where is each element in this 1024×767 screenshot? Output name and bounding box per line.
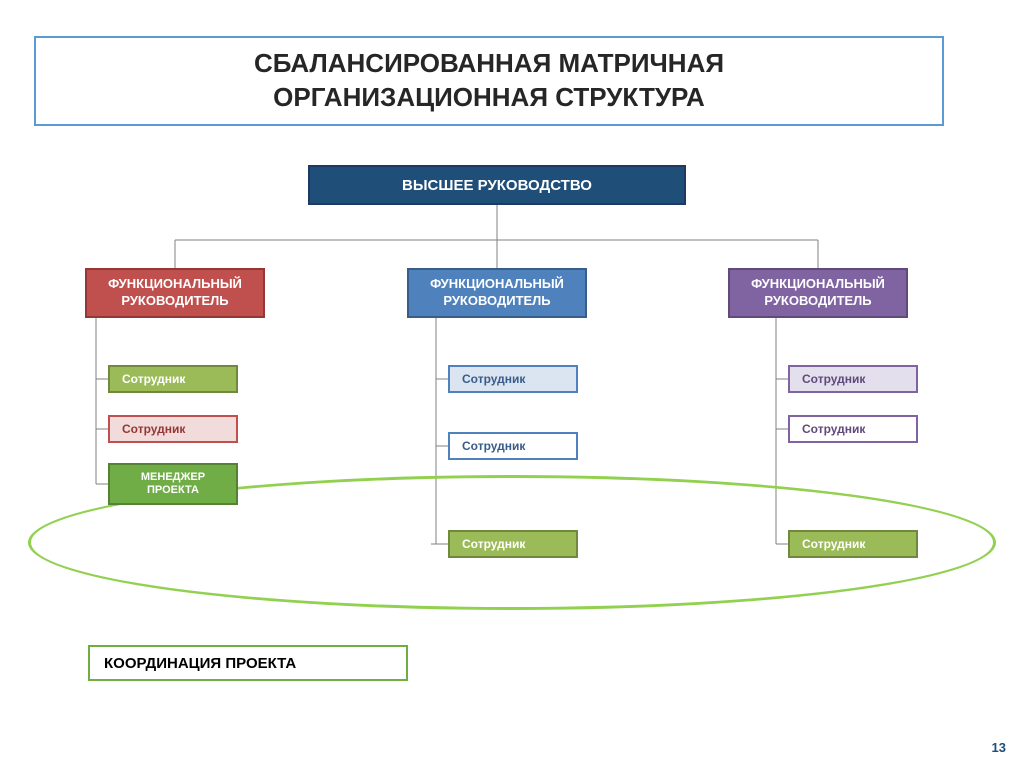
func-mgr-3-l1: ФУНКЦИОНАЛЬНЫЙ <box>751 276 885 291</box>
emp-2-3: Сотрудник <box>448 530 578 558</box>
title-line1: СБАЛАНСИРОВАННАЯ МАТРИЧНАЯ <box>254 48 724 78</box>
coordination-label: КООРДИНАЦИЯ ПРОЕКТА <box>104 655 296 672</box>
emp-3-2: Сотрудник <box>788 415 918 443</box>
title-box: СБАЛАНСИРОВАННАЯ МАТРИЧНАЯ ОРГАНИЗАЦИОНН… <box>34 36 944 126</box>
func-mgr-2-l2: РУКОВОДИТЕЛЬ <box>443 293 550 308</box>
func-mgr-3-l2: РУКОВОДИТЕЛЬ <box>764 293 871 308</box>
func-mgr-1-l2: РУКОВОДИТЕЛЬ <box>121 293 228 308</box>
proj-mgr-l2: ПРОЕКТА <box>147 484 199 496</box>
func-mgr-2-l1: ФУНКЦИОНАЛЬНЫЙ <box>430 276 564 291</box>
emp-3-1-label: Сотрудник <box>802 372 865 386</box>
func-mgr-3: ФУНКЦИОНАЛЬНЫЙ РУКОВОДИТЕЛЬ <box>728 268 908 318</box>
func-mgr-1: ФУНКЦИОНАЛЬНЫЙ РУКОВОДИТЕЛЬ <box>85 268 265 318</box>
emp-1-1: Сотрудник <box>108 365 238 393</box>
title-text: СБАЛАНСИРОВАННАЯ МАТРИЧНАЯ ОРГАНИЗАЦИОНН… <box>254 47 724 115</box>
emp-1-2-label: Сотрудник <box>122 422 185 436</box>
emp-3-2-label: Сотрудник <box>802 422 865 436</box>
emp-2-1: Сотрудник <box>448 365 578 393</box>
page-number: 13 <box>992 740 1006 755</box>
project-manager-box: МЕНЕДЖЕР ПРОЕКТА <box>108 463 238 505</box>
top-management-label: ВЫСШЕЕ РУКОВОДСТВО <box>402 177 592 194</box>
emp-2-3-label: Сотрудник <box>462 537 525 551</box>
coordination-box: КООРДИНАЦИЯ ПРОЕКТА <box>88 645 408 681</box>
emp-3-3: Сотрудник <box>788 530 918 558</box>
emp-3-1: Сотрудник <box>788 365 918 393</box>
emp-2-2-label: Сотрудник <box>462 439 525 453</box>
emp-1-1-label: Сотрудник <box>122 372 185 386</box>
title-line2: ОРГАНИЗАЦИОННАЯ СТРУКТУРА <box>273 82 705 112</box>
emp-2-2: Сотрудник <box>448 432 578 460</box>
func-mgr-2: ФУНКЦИОНАЛЬНЫЙ РУКОВОДИТЕЛЬ <box>407 268 587 318</box>
emp-1-2: Сотрудник <box>108 415 238 443</box>
top-management-box: ВЫСШЕЕ РУКОВОДСТВО <box>308 165 686 205</box>
emp-3-3-label: Сотрудник <box>802 537 865 551</box>
emp-2-1-label: Сотрудник <box>462 372 525 386</box>
func-mgr-1-l1: ФУНКЦИОНАЛЬНЫЙ <box>108 276 242 291</box>
proj-mgr-l1: МЕНЕДЖЕР <box>141 471 205 483</box>
